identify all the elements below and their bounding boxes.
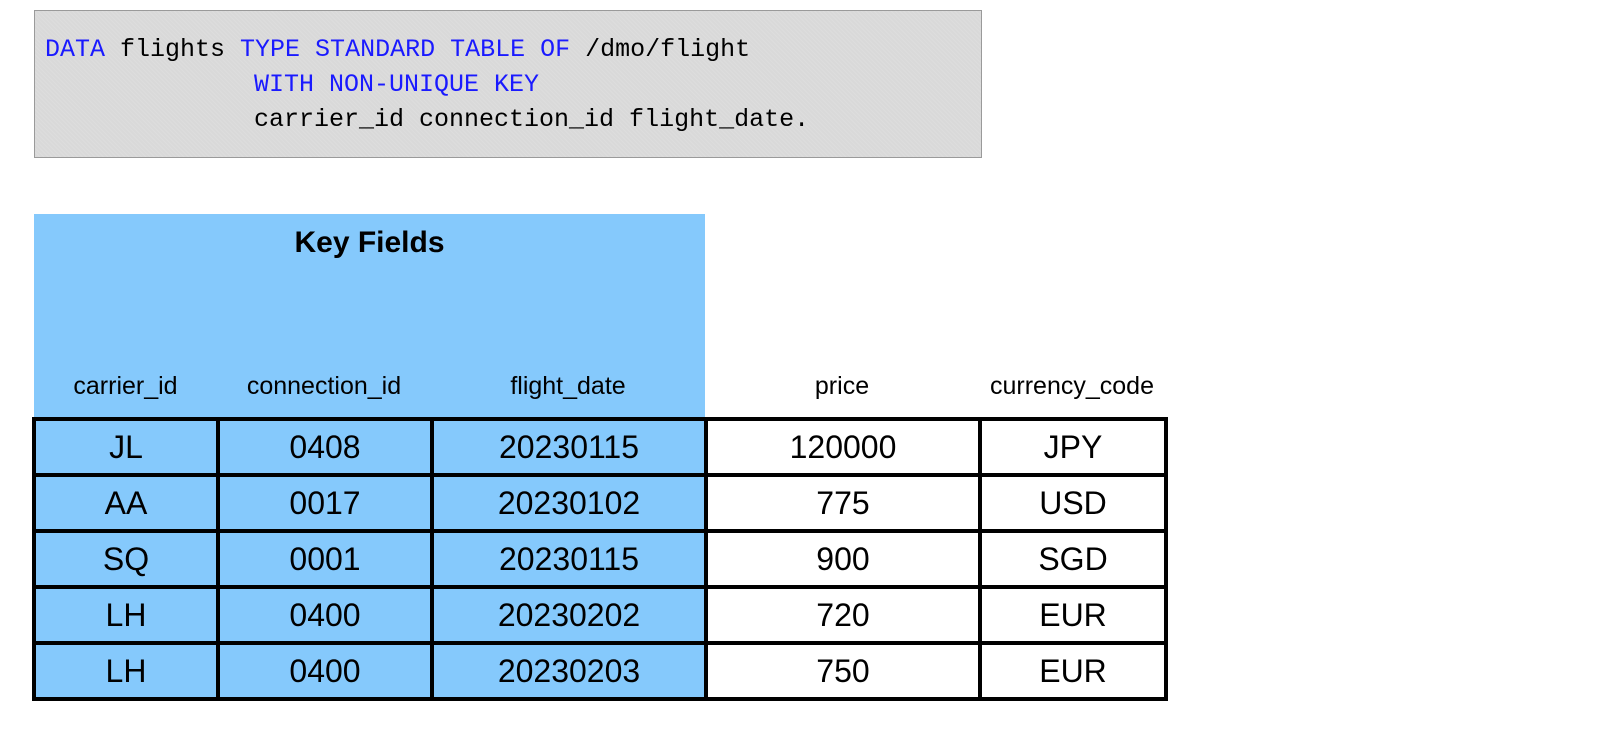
- table-row: LH 0400 20230202 720 EUR: [32, 585, 1168, 645]
- cell-carrier-id: AA: [32, 473, 220, 533]
- cell-price: 775: [704, 473, 982, 533]
- code-text: carrier_id connection_id flight_date.: [254, 105, 810, 134]
- table-row: AA 0017 20230102 775 USD: [32, 473, 1168, 533]
- key-fields-highlight: [34, 214, 705, 419]
- cell-flight-date: 20230115: [430, 417, 708, 477]
- cell-connection-id: 0001: [216, 529, 434, 589]
- cell-price: 750: [704, 641, 982, 701]
- cell-price: 720: [704, 585, 982, 645]
- column-header-connection-id: connection_id: [246, 372, 402, 400]
- cell-carrier-id: JL: [32, 417, 220, 477]
- cell-flight-date: 20230202: [430, 585, 708, 645]
- cell-flight-date: 20230102: [430, 473, 708, 533]
- cell-connection-id: 0400: [216, 641, 434, 701]
- cell-flight-date: 20230203: [430, 641, 708, 701]
- table-row: LH 0400 20230203 750 EUR: [32, 641, 1168, 701]
- cell-price: 900: [704, 529, 982, 589]
- cell-currency-code: SGD: [978, 529, 1168, 589]
- key-fields-title: Key Fields: [294, 226, 445, 259]
- keyword-with-non-unique-key: WITH NON-UNIQUE KEY: [254, 70, 540, 99]
- table-row: SQ 0001 20230115 900 SGD: [32, 529, 1168, 589]
- code-snippet: DATA flights TYPE STANDARD TABLE OF /dmo…: [34, 10, 982, 158]
- cell-currency-code: EUR: [978, 585, 1168, 645]
- cell-currency-code: USD: [978, 473, 1168, 533]
- flights-table: JL 0408 20230115 120000 JPY AA 0017 2023…: [32, 417, 1168, 701]
- cell-carrier-id: SQ: [32, 529, 220, 589]
- cell-carrier-id: LH: [32, 585, 220, 645]
- cell-connection-id: 0017: [216, 473, 434, 533]
- cell-carrier-id: LH: [32, 641, 220, 701]
- cell-connection-id: 0408: [216, 417, 434, 477]
- cell-price: 120000: [704, 417, 982, 477]
- cell-connection-id: 0400: [216, 585, 434, 645]
- code-text: flights: [105, 35, 241, 64]
- column-header-currency-code: currency_code: [990, 372, 1154, 400]
- code-line-1: DATA flights TYPE STANDARD TABLE OF /dmo…: [45, 35, 750, 65]
- column-header-flight-date: flight_date: [510, 372, 626, 400]
- cell-currency-code: JPY: [978, 417, 1168, 477]
- keyword-type-standard-table-of: TYPE STANDARD TABLE OF: [240, 35, 571, 64]
- column-header-price: price: [814, 372, 870, 400]
- cell-currency-code: EUR: [978, 641, 1168, 701]
- cell-flight-date: 20230115: [430, 529, 708, 589]
- code-line-2: WITH NON-UNIQUE KEY: [254, 70, 539, 100]
- code-text: /dmo/flight: [570, 35, 751, 64]
- code-line-3: carrier_id connection_id flight_date.: [254, 105, 809, 135]
- column-header-carrier-id: carrier_id: [73, 372, 178, 400]
- keyword-data: DATA: [45, 35, 106, 64]
- table-row: JL 0408 20230115 120000 JPY: [32, 417, 1168, 477]
